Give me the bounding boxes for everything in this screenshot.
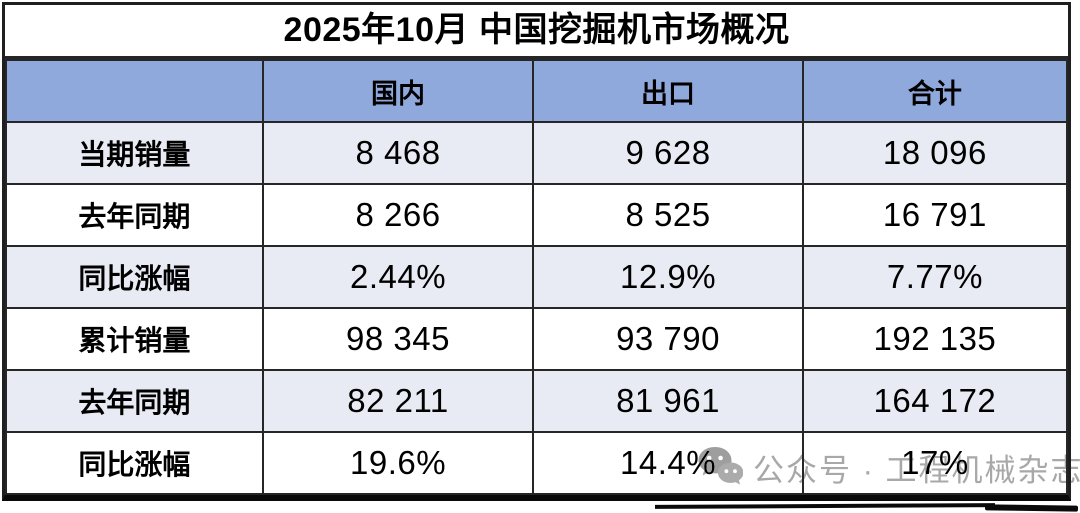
header-row: 国内 出口 合计 xyxy=(5,59,1069,123)
cell-value: 192 135 xyxy=(801,307,1069,371)
cell-value: 9 628 xyxy=(532,121,804,185)
row-label: 同比涨幅 xyxy=(5,431,264,495)
column-header-blank xyxy=(5,59,264,123)
cell-value: 81 961 xyxy=(532,369,804,433)
cell-value: 12.9% xyxy=(532,245,804,309)
cell-value: 16 791 xyxy=(801,183,1069,247)
row-label: 同比涨幅 xyxy=(5,245,264,309)
column-header-total: 合计 xyxy=(801,59,1069,123)
table-row: 累计销量 98 345 93 790 192 135 xyxy=(5,307,1069,371)
cell-value: 93 790 xyxy=(532,307,804,371)
bottom-stroke-artifact xyxy=(655,503,995,509)
cell-value: 164 172 xyxy=(801,369,1069,433)
cell-value: 8 266 xyxy=(261,183,535,247)
table-row: 同比涨幅 19.6% 14.4% 17% xyxy=(5,431,1069,495)
column-header-domestic: 国内 xyxy=(261,59,535,123)
table-row: 当期销量 8 468 9 628 18 096 xyxy=(5,121,1069,185)
row-label: 去年同期 xyxy=(5,183,264,247)
excavator-market-table: 2025年10月 中国挖掘机市场概况 国内 出口 合计 当期销量 8 xyxy=(2,2,1071,501)
column-header-export: 出口 xyxy=(532,59,804,123)
cell-value: 2.44% xyxy=(261,245,535,309)
row-label: 当期销量 xyxy=(5,121,264,185)
bottom-stroke-artifact xyxy=(985,504,1078,512)
table-row: 去年同期 8 266 8 525 16 791 xyxy=(5,183,1069,247)
table-row: 去年同期 82 211 81 961 164 172 xyxy=(5,369,1069,433)
cell-value: 98 345 xyxy=(261,307,535,371)
data-grid: 国内 出口 合计 当期销量 8 468 9 628 18 096 去年同期 8 … xyxy=(5,59,1069,495)
cell-value: 17% xyxy=(801,431,1069,495)
cell-value: 82 211 xyxy=(261,369,535,433)
row-label: 累计销量 xyxy=(5,307,264,371)
cell-value: 8 525 xyxy=(532,183,804,247)
cell-value: 18 096 xyxy=(801,121,1069,185)
table-row: 同比涨幅 2.44% 12.9% 7.77% xyxy=(5,245,1069,309)
row-label: 去年同期 xyxy=(5,369,264,433)
cell-value: 8 468 xyxy=(261,121,535,185)
cell-value: 14.4% xyxy=(532,431,804,495)
table-title: 2025年10月 中国挖掘机市场概况 xyxy=(5,5,1068,59)
cell-value: 19.6% xyxy=(261,431,535,495)
cell-value: 7.77% xyxy=(801,245,1069,309)
